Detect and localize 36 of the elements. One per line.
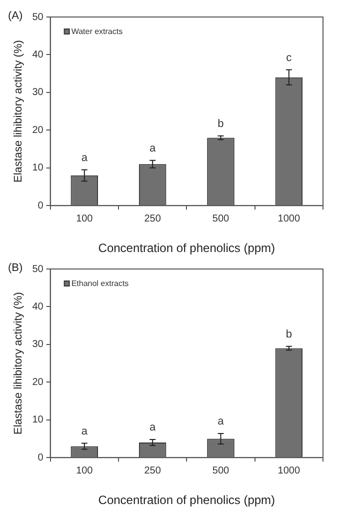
y-tick-label: 40 [32,301,44,312]
annotation: a [150,142,157,154]
annotation: b [286,328,292,340]
x-tick-label: 1000 [278,465,300,476]
y-tick-label: 30 [32,339,44,350]
y-tick-label: 20 [32,124,44,136]
chart-title: (B) [8,262,23,274]
y-tick-label: 10 [32,414,44,426]
annotation: b [218,118,224,130]
chart-title: (A) [8,10,23,22]
x-tick-label: 500 [212,465,230,476]
x-axis-title: Concentration of phenolics (ppm) [98,241,276,256]
y-tick-label: 20 [32,376,44,388]
y-tick-label: 0 [38,452,44,464]
x-tick-label: 500 [212,213,230,224]
y-tick-label: 0 [38,200,44,212]
annotation: a [81,425,88,438]
legend-label: Water extracts [71,27,123,36]
annotation: a [81,152,88,164]
legend-label: Ethanol extracts [71,279,129,288]
x-tick-label: 1000 [278,213,300,224]
x-tick-label: 100 [76,213,94,224]
x-tick-label: 250 [144,465,162,476]
y-axis-title: Elastase lihibitory activity (%) [12,40,25,183]
annotation: a [218,415,225,428]
x-axis-title: Concentration of phenolics (ppm) [98,493,276,508]
x-tick-label: 100 [76,465,94,476]
annotation: a [150,422,157,434]
y-tick-label: 10 [32,162,44,174]
x-tick-label: 250 [144,213,162,224]
y-tick-label: 50 [32,264,44,275]
annotation: c [286,52,292,64]
y-tick-label: 50 [32,12,44,23]
y-tick-label: 40 [32,49,44,60]
y-tick-label: 30 [32,87,44,98]
y-axis-title: Elastase lihibitory activity (%) [12,292,25,435]
